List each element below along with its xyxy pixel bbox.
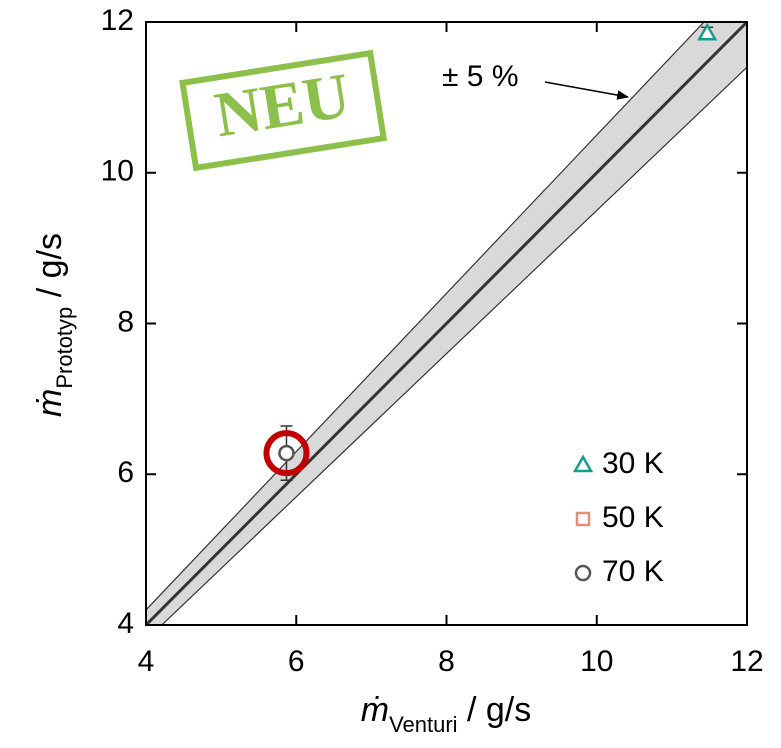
legend-label: 70 K xyxy=(602,555,664,588)
legend-marker xyxy=(576,566,590,580)
x-label-symbol: ṁ xyxy=(361,691,389,729)
chart: NEU ṁVenturi / g/s ṁPrototyp / g/s ± 5 %… xyxy=(0,0,781,748)
tolerance-label: ± 5 % xyxy=(442,60,519,93)
y-tick-label: 4 xyxy=(117,607,134,640)
y-tick-label: 8 xyxy=(117,305,134,338)
point xyxy=(279,446,293,460)
y-label-subscript: Prototyp xyxy=(52,307,77,389)
y-tick-label: 6 xyxy=(117,456,134,489)
y-label-symbol: ṁ xyxy=(31,389,69,417)
y-axis-label: ṁPrototyp / g/s xyxy=(31,233,77,417)
x-label-subscript: Venturi xyxy=(389,712,458,737)
x-tick-label: 6 xyxy=(288,645,305,678)
x-axis-label: ṁVenturi / g/s xyxy=(361,691,532,737)
x-tick-label: 4 xyxy=(138,645,155,678)
y-tick-label: 12 xyxy=(101,4,134,37)
legend-marker xyxy=(577,513,589,525)
legend-marker xyxy=(575,457,591,471)
stamp: NEU xyxy=(183,53,384,168)
y-tick-label: 10 xyxy=(101,155,134,188)
legend-label: 30 K xyxy=(602,447,664,480)
x-tick-label: 12 xyxy=(730,645,763,678)
x-tick-label: 8 xyxy=(438,645,455,678)
tolerance-arrow xyxy=(545,82,628,97)
x-tick-label: 10 xyxy=(580,645,613,678)
y-label-unit: / g/s xyxy=(31,233,69,307)
legend-label: 50 K xyxy=(602,501,664,534)
x-label-unit: / g/s xyxy=(458,691,532,729)
